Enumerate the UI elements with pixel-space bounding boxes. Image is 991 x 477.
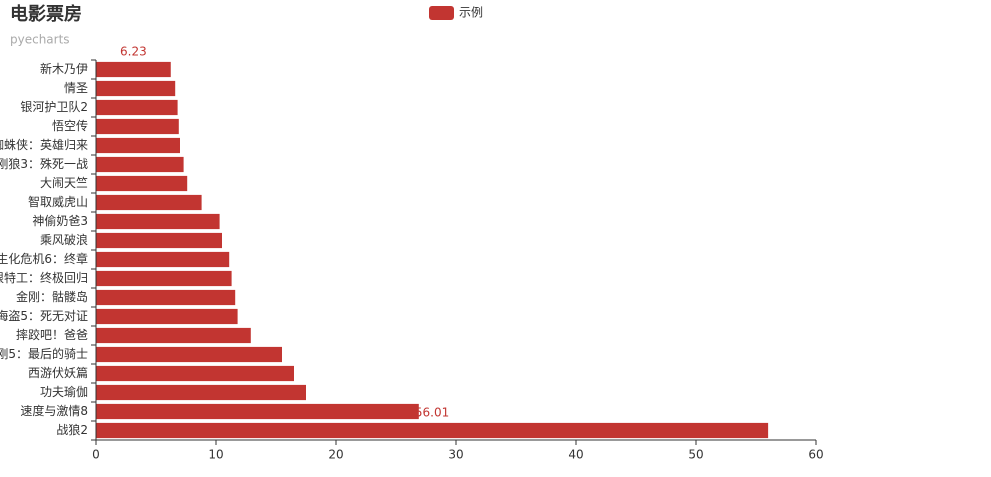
bar	[96, 232, 222, 249]
y-tick-label: 金刚：骷髅岛	[16, 289, 88, 304]
bar	[96, 384, 306, 401]
y-tick-label: 功夫瑜伽	[40, 384, 88, 399]
y-tick-label: 情圣	[64, 81, 88, 95]
legend-swatch	[429, 6, 454, 20]
y-tick-label: 悟空传	[52, 118, 88, 133]
x-tick-label: 40	[568, 448, 583, 462]
bar	[96, 61, 171, 78]
x-tick-label: 20	[328, 448, 343, 462]
y-tick-label: 战狼2	[56, 422, 88, 437]
y-tick-label: 智取威虎山	[28, 194, 88, 209]
bar	[96, 175, 188, 192]
y-tick-label: 神偷奶爸3	[32, 213, 88, 228]
y-tick-label: 大闹天竺	[40, 175, 88, 190]
data-label: 6.23	[120, 44, 147, 58]
x-tick-label: 50	[688, 448, 703, 462]
bar	[96, 156, 184, 173]
x-tick-label: 60	[808, 448, 823, 462]
y-tick-label: 金刚狼3：殊死一战	[0, 156, 88, 171]
bar	[96, 270, 232, 287]
data-label: 56.01	[415, 405, 449, 419]
bar	[96, 137, 180, 154]
y-tick-label: 变形金刚5：最后的骑士	[0, 346, 88, 361]
bar	[96, 422, 769, 439]
y-tick-label: 西游伏妖篇	[28, 365, 88, 380]
bar	[96, 308, 238, 325]
bar	[96, 365, 294, 382]
x-tick-label: 30	[448, 448, 463, 462]
chart-title: 电影票房	[10, 3, 82, 25]
y-tick-label: 速度与激情8	[20, 403, 88, 418]
y-tick-label: 生化危机6：终章	[0, 251, 88, 266]
y-tick-label: 乘风破浪	[40, 232, 88, 247]
y-tick-label: 银河护卫队2	[20, 99, 88, 114]
x-tick-label: 10	[208, 448, 223, 462]
y-tick-label: 加勒比海盗5：死无对证	[0, 308, 88, 323]
bar	[96, 213, 220, 230]
chart-subtitle: pyecharts	[10, 33, 70, 47]
y-tick-label: 极限特工：终极回归	[0, 270, 88, 285]
y-tick-label: 摔跤吧！爸爸	[16, 327, 88, 342]
bar	[96, 118, 179, 135]
bar	[96, 289, 236, 306]
y-tick-label: 新木乃伊	[40, 61, 88, 76]
bar	[96, 99, 178, 116]
bar	[96, 80, 176, 97]
y-tick-label: 蜘蛛侠：英雄归来	[0, 137, 88, 152]
bar	[96, 403, 419, 420]
bar	[96, 327, 251, 344]
bar	[96, 346, 282, 363]
bar	[96, 251, 230, 268]
x-tick-label: 0	[92, 448, 100, 462]
legend-label: 示例	[459, 6, 483, 20]
bar	[96, 194, 202, 211]
